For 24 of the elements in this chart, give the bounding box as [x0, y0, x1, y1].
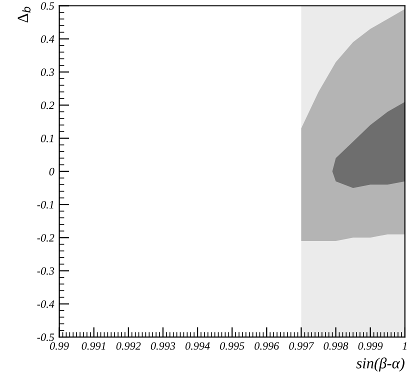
y-tick-label: -0.1 — [37, 200, 54, 209]
y-tick-label: 0.1 — [40, 134, 54, 142]
x-tick-label: 0.993 — [150, 342, 176, 350]
y-tick-label: -0.3 — [37, 267, 54, 275]
x-tick-label: 0.99 — [50, 342, 69, 350]
x-tick-label: 1 — [402, 342, 406, 350]
y-tick-label: -0.5 — [37, 334, 54, 342]
x-tick-label: 0.998 — [324, 342, 348, 350]
x-tick-label: 0.999 — [358, 342, 383, 350]
y-axis-title: Δ$_{b}$ — [18, 6, 31, 22]
y-tick-label: 0.3 — [40, 68, 54, 76]
y-tick-label: -0.4 — [37, 300, 54, 308]
y-tick-label: 0.2 — [40, 102, 54, 110]
x-axis-title: sin(β-α) — [356, 358, 404, 372]
x-tick-label: 0.994 — [185, 342, 210, 350]
y-tick-label: 0.4 — [40, 35, 54, 43]
y-tick-label: 0 — [49, 168, 54, 176]
x-tick-label: 0.996 — [254, 342, 280, 350]
x-tick-label: 0.995 — [220, 342, 244, 350]
x-tick-label: 0.991 — [82, 342, 106, 350]
x-tick-label: 0.997 — [289, 342, 314, 350]
y-tick-label: 0.5 — [40, 2, 54, 10]
y-tick-label: -0.2 — [37, 234, 54, 242]
x-tick-label: 0.992 — [116, 342, 141, 350]
